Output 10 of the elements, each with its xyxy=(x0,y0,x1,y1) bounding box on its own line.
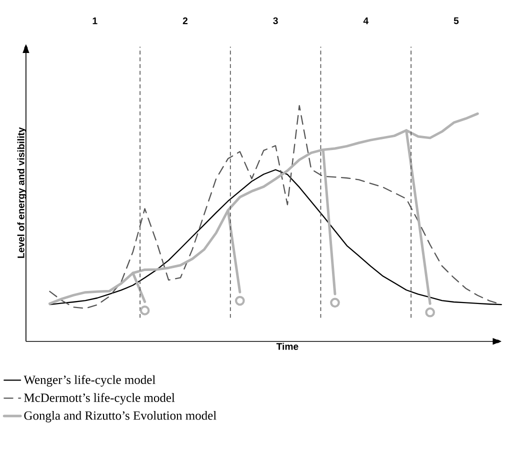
text: 5 xyxy=(454,17,459,24)
text: 3 xyxy=(273,17,278,24)
legend-label: McDermott’s life-cycle model xyxy=(24,392,175,404)
text: 2 xyxy=(182,17,188,24)
legend-label: Gongla and Rizutto’s Evolution model xyxy=(24,410,216,422)
y-axis-title: Level of energy and visibility xyxy=(17,127,26,258)
x-axis-title: Time xyxy=(276,342,298,350)
text: 1 xyxy=(92,17,98,24)
text: 4 xyxy=(363,17,369,24)
legend-label: Wenger’s life-cycle model xyxy=(24,374,156,386)
